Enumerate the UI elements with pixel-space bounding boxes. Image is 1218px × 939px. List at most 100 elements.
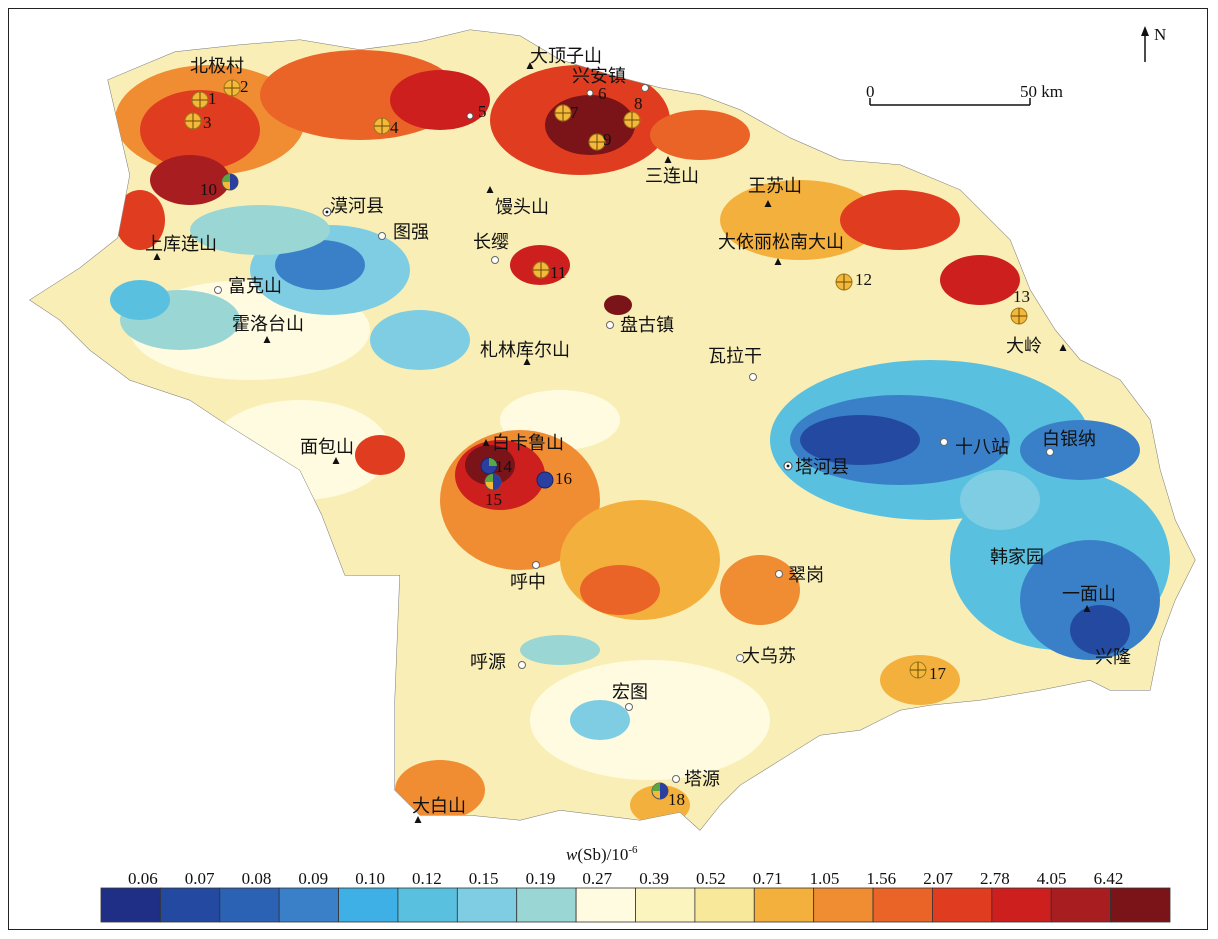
place-label: 图强	[393, 222, 429, 243]
place-label: 富克山	[228, 276, 282, 297]
place-1: 北极村	[190, 56, 244, 77]
mountain-peak-icon	[486, 186, 494, 193]
place-2: 大顶子山	[526, 46, 602, 69]
place-label: 北极村	[190, 56, 244, 77]
town-icon	[518, 661, 526, 669]
legend-swatch-2	[159, 887, 221, 923]
deposit-9: 9	[588, 130, 612, 151]
scale-start-label: 0	[866, 82, 875, 101]
place-30: 宏图	[612, 682, 648, 711]
place-31: 塔源	[672, 769, 720, 790]
deposit-16: 16	[536, 469, 572, 489]
deposit-label: 8	[634, 94, 643, 113]
legend-tick-1: 0.06	[128, 869, 158, 888]
place-label: 韩家园	[990, 547, 1044, 568]
place-20: 十八站	[940, 437, 1009, 458]
deposit-3: 3	[184, 112, 212, 132]
legend-tick-2: 0.07	[185, 869, 215, 888]
place-label: 盘古镇	[620, 315, 674, 336]
deposit-label: 4	[390, 118, 399, 137]
deposit-label: 10	[200, 180, 217, 199]
legend-swatch-8	[516, 887, 577, 923]
mountain-peak-icon	[1083, 605, 1091, 612]
deposit-label: 7	[570, 103, 579, 122]
town-icon	[532, 561, 540, 569]
place-19: 白卡鲁山	[482, 433, 564, 454]
legend-tick-14: 1.56	[866, 869, 896, 888]
deposit-2: 2	[223, 77, 249, 97]
place-label: 一面山	[1062, 584, 1116, 605]
deposit-14: 14	[480, 457, 513, 476]
mountain-peak-icon	[332, 457, 340, 464]
deposit-label: 3	[203, 113, 212, 132]
place-label: 大乌苏	[742, 646, 796, 667]
scale-end-label: 50 km	[1020, 82, 1063, 101]
deposit-7: 7	[554, 103, 579, 122]
place-label: 瓦拉干	[708, 346, 762, 367]
legend-swatch-11	[694, 887, 755, 923]
place-label: 大顶子山	[530, 46, 602, 67]
place-23: 韩家园	[990, 547, 1044, 568]
mountain-peak-icon	[414, 816, 422, 823]
legend-tick-4: 0.09	[298, 869, 328, 888]
place-28: 兴隆	[1095, 647, 1131, 668]
place-29: 呼源	[470, 652, 526, 673]
mountain-peak-icon	[482, 439, 490, 446]
mountain-peak-icon	[526, 62, 534, 69]
place-label: 长缨	[473, 232, 509, 253]
mountain-peak-icon	[523, 358, 531, 365]
place-14: 盘古镇	[606, 315, 674, 336]
place-11: 大依丽松南大山	[718, 232, 844, 265]
place-label: 馒头山	[495, 197, 549, 218]
deposit-label: 17	[929, 664, 947, 683]
place-label: 霍洛台山	[232, 314, 304, 335]
place-label: 大白山	[412, 796, 466, 817]
county-seat-dot	[786, 464, 790, 468]
legend-tick-13: 1.05	[810, 869, 840, 888]
place-label: 漠河县	[330, 196, 384, 217]
legend-tick-12: 0.71	[753, 869, 783, 888]
deposit-label: 1	[208, 89, 217, 108]
deposit-label: 18	[668, 790, 685, 809]
town-icon	[749, 373, 757, 381]
town-icon	[641, 84, 649, 92]
legend-swatch-18	[1110, 887, 1171, 923]
town-icon	[1046, 448, 1054, 456]
county-seat-dot	[325, 210, 329, 214]
deposit-label: 15	[485, 490, 502, 509]
place-label: 大依丽松南大山	[718, 232, 844, 253]
minor-deposit-icon	[466, 112, 474, 120]
legend-swatch-6	[397, 887, 458, 923]
deposit-6: 6	[586, 84, 607, 103]
place-26: 一面山	[1062, 584, 1116, 612]
north-label: N	[1154, 25, 1166, 44]
legend-tick-labels: 0.06 0.07 0.08 0.09 0.10 0.12 0.15 0.19 0.27 0.39…	[128, 869, 1123, 888]
town-icon	[775, 570, 783, 578]
deposit-label: 5	[478, 102, 487, 121]
legend-swatch-13	[813, 887, 874, 923]
deposit-8: 8	[623, 94, 643, 129]
place-17: 大岭	[1006, 336, 1067, 357]
place-label: 大岭	[1006, 336, 1042, 357]
mountain-peak-icon	[664, 156, 672, 163]
place-label: 呼源	[470, 652, 506, 673]
place-24: 呼中	[510, 561, 546, 593]
place-3: 兴安镇	[572, 66, 649, 92]
legend-tick-5: 0.10	[355, 869, 385, 888]
legend-swatch-4	[278, 887, 339, 923]
place-27: 大乌苏	[736, 646, 796, 667]
deposit-17: 17	[909, 661, 947, 683]
legend-swatch-17	[1050, 887, 1112, 923]
place-16: 瓦拉干	[708, 346, 762, 381]
place-label: 上库连山	[145, 234, 217, 255]
legend-swatch-16	[991, 887, 1052, 923]
place-label: 兴安镇	[572, 66, 626, 87]
deposit-13: 13	[1010, 287, 1030, 325]
place-label: 宏图	[612, 682, 648, 703]
legend: w(Sb)/10-6 0.06 0.07 0.08 0.09 0.10 0.12 0.15 0…	[100, 844, 1171, 923]
town-icon	[672, 775, 680, 783]
place-32: 大白山	[412, 796, 466, 823]
legend-tick-3: 0.08	[242, 869, 272, 888]
